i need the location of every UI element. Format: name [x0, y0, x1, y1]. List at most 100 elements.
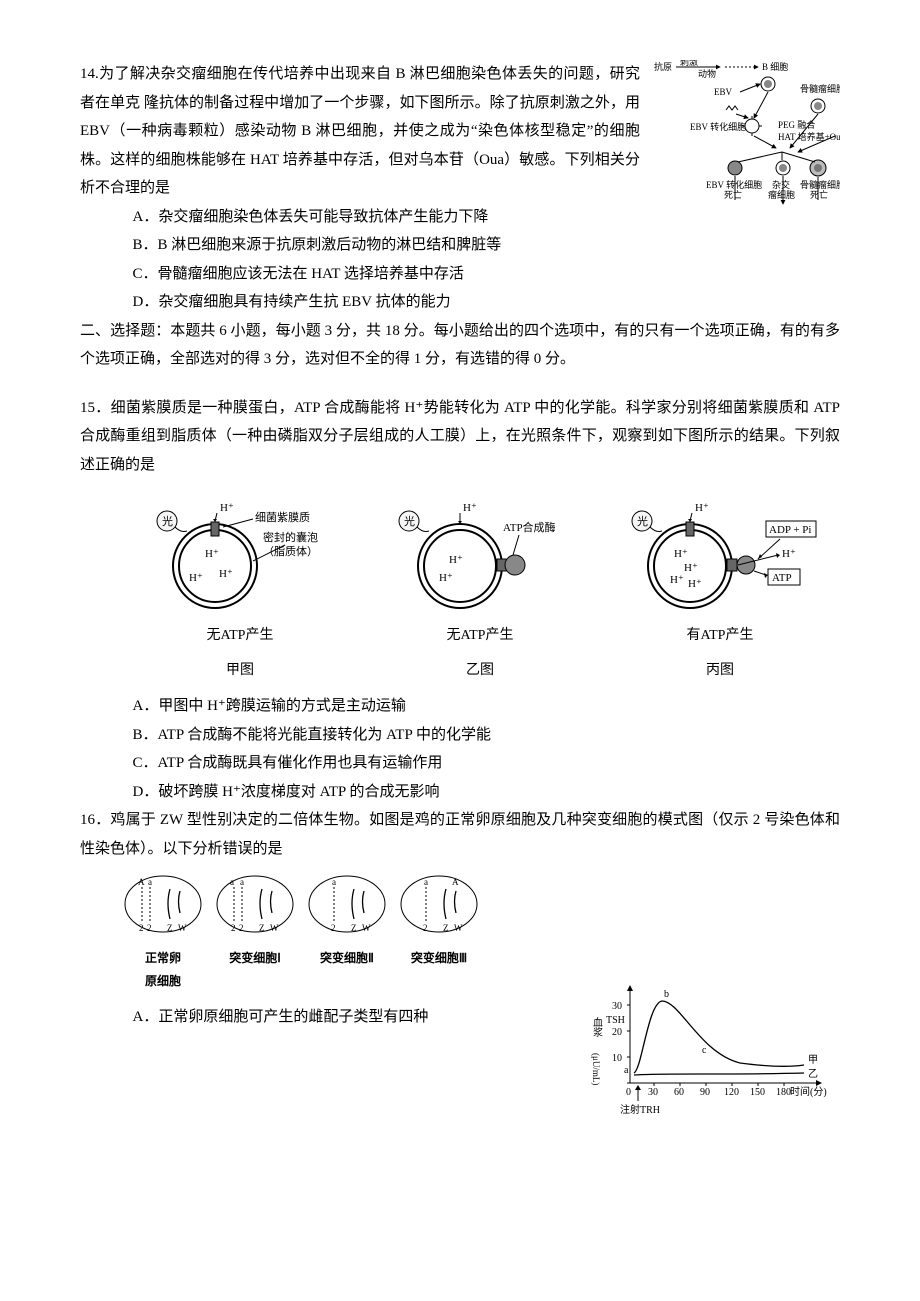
fig-bing: 光 H⁺ ADP + Pi H⁺ ATP H⁺ H⁺	[620, 491, 820, 684]
section-two-header: 二、选择题：本题共 6 小题，每小题 3 分，共 18 分。每小题给出的四个选项…	[80, 317, 840, 374]
svg-text:H⁺: H⁺	[439, 572, 453, 584]
svg-text:ATP: ATP	[772, 572, 792, 584]
svg-text:2: 2	[231, 923, 236, 933]
q14-opt-d: D．杂交瘤细胞具有持续产生抗 EBV 抗体的能力	[80, 288, 840, 317]
svg-text:Z: Z	[167, 923, 173, 933]
svg-text:a: a	[230, 877, 234, 887]
svg-text:H⁺: H⁺	[782, 548, 796, 560]
svg-text:光: 光	[162, 514, 173, 528]
cell-mut1-label: 突变细胞Ⅰ	[212, 947, 298, 970]
svg-text:ADP + Pi: ADP + Pi	[769, 524, 811, 536]
svg-text:Z: Z	[259, 923, 265, 933]
fig-jia-title: 甲图	[140, 658, 340, 685]
q15-stem: 15．细菌紫膜质是一种膜蛋白，ATP 合成酶能将 H⁺势能转化为 ATP 中的化…	[80, 394, 840, 480]
lbl-mdead2: 死亡	[810, 189, 828, 200]
svg-text:(μU/mL): (μU/mL)	[591, 1053, 601, 1085]
svg-text:H⁺: H⁺	[688, 578, 702, 590]
q16-stem: 16．鸡属于 ZW 型性别决定的二倍体生物。如图是鸡的正常卵原细胞及几种突变细胞…	[80, 806, 840, 863]
svg-text:甲: 甲	[808, 1055, 818, 1066]
svg-text:Z: Z	[351, 923, 357, 933]
fig-bing-result: 有ATP产生	[620, 623, 820, 650]
fig-yi: 光 ATP合成酶 H⁺ H⁺ H⁺ 无ATP产生 乙图	[380, 491, 580, 684]
svg-text:H⁺: H⁺	[205, 548, 219, 560]
svg-text:b: b	[664, 989, 669, 1000]
svg-text:光: 光	[404, 514, 415, 528]
svg-text:10: 10	[612, 1053, 622, 1064]
svg-text:H⁺: H⁺	[695, 502, 709, 514]
tsh-chart: 10 20 30 0 30 60 90 120 150 180 时间(分) 血浆…	[590, 973, 840, 1134]
cell-normal-label: 正常卵 原细胞	[120, 947, 206, 993]
fig-yi-result: 无ATP产生	[380, 623, 580, 650]
svg-text:120: 120	[724, 1087, 739, 1098]
q14-diagram: 抗原 刺激 动物 B 细胞 骨髓瘤细胞 EBV EBV 转化细胞	[650, 60, 840, 244]
svg-text:a: a	[148, 877, 152, 887]
svg-text:（脂质体）: （脂质体）	[263, 544, 318, 558]
q15-opt-d: D．破坏跨膜 H⁺浓度梯度对 ATP 的合成无影响	[80, 778, 840, 807]
lbl-bcell: B 细胞	[762, 61, 788, 72]
svg-text:光: 光	[637, 514, 648, 528]
svg-text:注射TRH: 注射TRH	[620, 1103, 660, 1116]
svg-text:180: 180	[776, 1087, 791, 1098]
cell-mut3: a 2 A ZW 突变细胞Ⅲ	[396, 871, 482, 970]
lbl-hat: HAT 培养基+Oua 筛选	[778, 131, 840, 142]
svg-text:2: 2	[423, 923, 428, 933]
fig-bing-title: 丙图	[620, 658, 820, 685]
svg-text:2: 2	[147, 923, 152, 933]
cell-normal: Aa 22 ZW 正常卵 原细胞	[120, 871, 206, 993]
svg-text:乙: 乙	[808, 1068, 818, 1080]
svg-text:时间(分): 时间(分)	[790, 1085, 827, 1098]
svg-text:90: 90	[700, 1087, 710, 1098]
q14-block: 抗原 刺激 动物 B 细胞 骨髓瘤细胞 EBV EBV 转化细胞	[80, 60, 840, 317]
svg-text:H⁺: H⁺	[220, 502, 234, 514]
svg-text:TSH: TSH	[606, 1015, 625, 1026]
fig-jia: 光 细菌紫膜质 密封的囊泡 （脂质体） H⁺ H⁺ H⁺ H⁺ 无ATP产生 甲…	[140, 491, 340, 684]
svg-text:a: a	[424, 877, 428, 887]
lbl-animal: 动物	[698, 68, 716, 79]
lbl-antigen: 抗原	[654, 61, 672, 72]
svg-text:2: 2	[139, 923, 144, 933]
svg-text:密封的囊泡: 密封的囊泡	[263, 530, 318, 544]
svg-text:ATP合成酶: ATP合成酶	[503, 520, 556, 534]
fig-jia-result: 无ATP产生	[140, 623, 340, 650]
svg-text:H⁺: H⁺	[189, 572, 203, 584]
svg-text:a: a	[624, 1065, 629, 1076]
lbl-hybrid1: 杂交	[772, 179, 790, 190]
lbl-ebvdead1: EBV 转化细胞	[706, 179, 762, 190]
lbl-myeloma: 骨髓瘤细胞	[800, 83, 840, 94]
cell-mut2-label: 突变细胞Ⅱ	[304, 947, 390, 970]
ebv-flow-svg: 抗原 刺激 动物 B 细胞 骨髓瘤细胞 EBV EBV 转化细胞	[650, 60, 840, 240]
q15-block: 15．细菌紫膜质是一种膜蛋白，ATP 合成酶能将 H⁺势能转化为 ATP 中的化…	[80, 394, 840, 807]
svg-text:A: A	[138, 877, 145, 887]
svg-text:Z: Z	[443, 923, 449, 933]
svg-text:H⁺: H⁺	[674, 548, 688, 560]
svg-text:W: W	[270, 923, 279, 933]
svg-text:2: 2	[239, 923, 244, 933]
svg-text:2: 2	[331, 923, 336, 933]
svg-text:a: a	[332, 877, 336, 887]
lbl-ebv: EBV	[714, 87, 733, 97]
lbl-hybrid2: 瘤细胞	[768, 189, 795, 200]
fig-yi-title: 乙图	[380, 658, 580, 685]
svg-text:H⁺: H⁺	[670, 574, 684, 586]
q15-figures: 光 细菌紫膜质 密封的囊泡 （脂质体） H⁺ H⁺ H⁺ H⁺ 无ATP产生 甲…	[120, 491, 840, 684]
q15-opt-a: A．甲图中 H⁺跨膜运输的方式是主动运输	[80, 692, 840, 721]
q15-opt-b: B．ATP 合成酶不能将光能直接转化为 ATP 中的化学能	[80, 721, 840, 750]
q14-opt-c: C．骨髓瘤细胞应该无法在 HAT 选择培养基中存活	[80, 260, 840, 289]
svg-text:H⁺: H⁺	[463, 502, 477, 514]
svg-text:H⁺: H⁺	[219, 568, 233, 580]
svg-text:细菌紫膜质: 细菌紫膜质	[255, 511, 310, 524]
lbl-ebvtrans: EBV 转化细胞	[690, 121, 746, 132]
cell-mut3-label: 突变细胞Ⅲ	[396, 947, 482, 970]
lbl-ebvdead2: 死亡	[724, 189, 742, 200]
cell-mut1: aa 22 ZW 突变细胞Ⅰ	[212, 871, 298, 970]
lbl-stim: 刺激	[680, 60, 698, 67]
svg-text:20: 20	[612, 1027, 622, 1038]
svg-text:W: W	[454, 923, 463, 933]
svg-text:血浆: 血浆	[591, 1016, 603, 1037]
svg-text:30: 30	[612, 1001, 622, 1012]
svg-text:W: W	[362, 923, 371, 933]
svg-text:A: A	[452, 877, 459, 887]
svg-text:30: 30	[648, 1087, 658, 1098]
lbl-mdead1: 骨髓瘤细胞	[800, 179, 840, 190]
cell-mut2: a 2 ZW 突变细胞Ⅱ	[304, 871, 390, 970]
